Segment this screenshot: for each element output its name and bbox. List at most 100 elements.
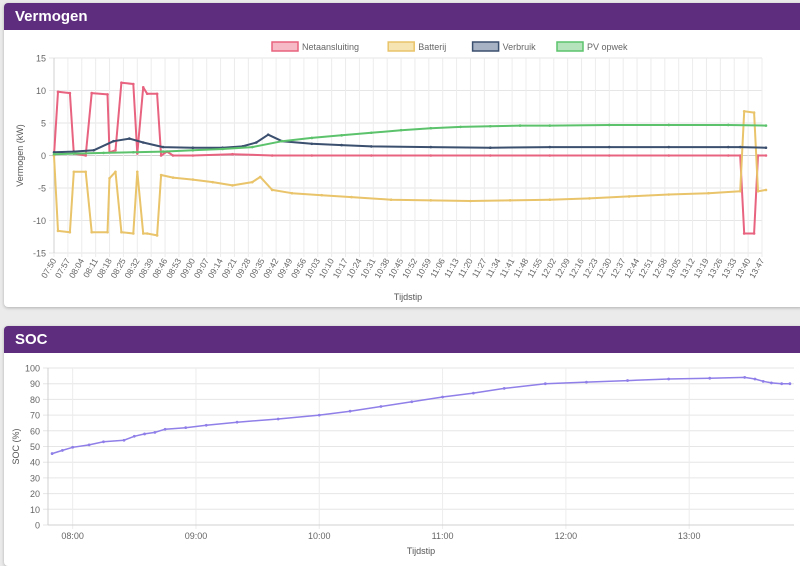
legend-batterij-label: Batterij <box>418 42 446 52</box>
series-batterij-point <box>171 176 175 179</box>
legend-netaansluiting-label: Netaansluiting <box>302 42 359 52</box>
series-verbruik-point <box>128 137 131 140</box>
series-batterij-point <box>469 199 472 203</box>
series-soc-point <box>780 382 784 386</box>
series-pv-opwek-point <box>310 136 314 140</box>
series-soc-point <box>472 391 475 395</box>
series-netaansluiting-point <box>270 154 274 157</box>
y-tick-label: 60 <box>30 426 40 436</box>
series-soc-point <box>441 395 444 399</box>
series-netaansluiting-point <box>90 91 93 95</box>
y-tick-label: 80 <box>30 395 40 405</box>
series-soc-point <box>71 445 75 449</box>
x-tick-label: 13:47 <box>747 256 766 280</box>
y-tick-label: 30 <box>30 473 40 483</box>
series-netaansluiting-point <box>738 154 742 157</box>
series-soc-point <box>379 405 383 408</box>
series-batterij-point <box>707 191 710 195</box>
series-netaansluiting-point <box>141 85 145 89</box>
series-verbruik-point <box>607 145 611 149</box>
series-batterij-point <box>764 188 768 192</box>
series-verbruik-point <box>92 149 95 152</box>
series-soc-point <box>708 376 712 380</box>
series-soc-point <box>626 379 629 382</box>
series-pv-opwek-point <box>489 124 492 128</box>
series-netaansluiting-point <box>106 93 109 96</box>
series-soc-point <box>50 452 54 455</box>
legend-netaansluiting-swatch <box>271 41 299 52</box>
x-tick-label: 12:00 <box>555 531 578 541</box>
y-tick-label: 0 <box>35 521 40 531</box>
legend-verbruik-swatch <box>471 41 500 52</box>
series-netaansluiting-point <box>756 154 760 157</box>
series-batterij-point <box>320 193 324 197</box>
series-soc-point <box>60 449 64 452</box>
series-soc-point <box>317 413 321 417</box>
y-tick-label: 0 <box>41 151 46 161</box>
series-pv-opwek-point <box>102 151 105 155</box>
series-verbruik-point <box>310 142 314 146</box>
series-netaansluiting-point <box>764 154 768 157</box>
series-batterij-point <box>132 232 135 235</box>
series-soc-point <box>132 434 136 438</box>
series-pv-opwek-point <box>221 147 224 151</box>
series-batterij-point <box>155 234 159 237</box>
series-batterij-point <box>68 230 72 234</box>
series-verbruik-point <box>72 150 76 153</box>
series-batterij-point <box>270 188 274 192</box>
series-batterij-point <box>108 176 111 180</box>
vermogen-card: Vermogen -15 -10 -5 0 5 10 15 07:50 07:57 08:04 08… <box>4 3 800 307</box>
series-netaansluiting-point <box>607 154 611 157</box>
series-netaansluiting-point <box>159 154 163 157</box>
series-netaansluiting-point <box>548 154 552 157</box>
x-tick-label: 09:00 <box>185 531 208 541</box>
soc-card: SOC 0 10 20 30 40 50 60 70 80 90 100 08:00 09:00 10:0… <box>4 326 800 566</box>
series-batterij-point <box>258 175 262 179</box>
series-pv-opwek-point <box>518 124 522 127</box>
series-batterij-point <box>211 180 214 184</box>
series-batterij-point <box>389 198 393 201</box>
series-pv-opwek-point <box>52 152 56 156</box>
series-batterij-point <box>738 189 742 193</box>
series-netaansluiting-point <box>726 154 730 157</box>
series-verbruik-point <box>340 143 343 147</box>
series-batterij-point <box>290 191 294 195</box>
x-axis-title: Tijdstip <box>407 546 435 556</box>
series-pv-opwek-point <box>726 123 730 127</box>
y-tick-label: -15 <box>33 249 46 259</box>
series-batterij-point <box>350 195 353 199</box>
y-tick-label: 100 <box>25 364 40 374</box>
series-batterij-point <box>627 195 631 198</box>
series-netaansluiting-point <box>742 232 746 235</box>
soc-chart: 0 10 20 30 40 50 60 70 80 90 100 08:00 09:00 10:00 11:… <box>11 364 794 556</box>
legend-verbruik-label: Verbruik <box>503 42 537 52</box>
series-batterij-point <box>106 230 109 234</box>
series-batterij-point <box>145 232 149 235</box>
series-pv-opwek-point <box>251 145 254 149</box>
series-verbruik-point <box>667 145 671 149</box>
series-batterij-point <box>429 199 433 202</box>
series-batterij-line <box>53 110 767 237</box>
series-netaansluiting-point <box>155 92 159 96</box>
series-netaansluiting-point <box>114 149 117 152</box>
series-netaansluiting-point <box>667 154 671 157</box>
y-tick-label: 50 <box>30 442 40 452</box>
series-netaansluiting-point <box>132 82 135 86</box>
series-soc-point <box>87 443 91 447</box>
y-axis-title: Vermogen (kW) <box>15 124 25 187</box>
legend-pv-opwek-label: PV opwek <box>587 42 628 52</box>
series-batterij-point <box>84 170 88 174</box>
series-batterij-point <box>56 229 60 233</box>
y-tick-label: 5 <box>41 119 46 129</box>
y-tick-label: 40 <box>30 458 40 468</box>
series-soc-point <box>410 400 414 404</box>
legend-batterij-swatch <box>387 41 415 52</box>
vermogen-card-title: Vermogen <box>4 3 800 30</box>
vermogen-chart: -15-10-505101507:5007:5708:0408:1108:180… <box>15 41 768 302</box>
series-verbruik-point <box>489 146 492 149</box>
series-batterij-point <box>548 198 552 201</box>
series-pv-opwek-point <box>548 124 552 127</box>
x-tick-label: 13:00 <box>678 531 701 541</box>
series-pv-opwek-point <box>161 150 165 153</box>
series-pv-opwek-point <box>399 128 403 132</box>
